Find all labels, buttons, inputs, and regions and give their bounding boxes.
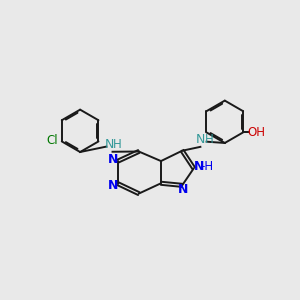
Text: -H: -H bbox=[200, 160, 213, 173]
Text: Cl: Cl bbox=[46, 134, 58, 147]
Text: H: H bbox=[113, 138, 122, 151]
Text: N: N bbox=[108, 153, 118, 166]
Text: N: N bbox=[196, 133, 206, 146]
Text: N: N bbox=[194, 160, 204, 173]
Text: OH: OH bbox=[248, 126, 266, 139]
Text: N: N bbox=[108, 178, 118, 192]
Text: N: N bbox=[178, 184, 189, 196]
Text: N: N bbox=[105, 138, 114, 151]
Text: H: H bbox=[205, 133, 214, 146]
